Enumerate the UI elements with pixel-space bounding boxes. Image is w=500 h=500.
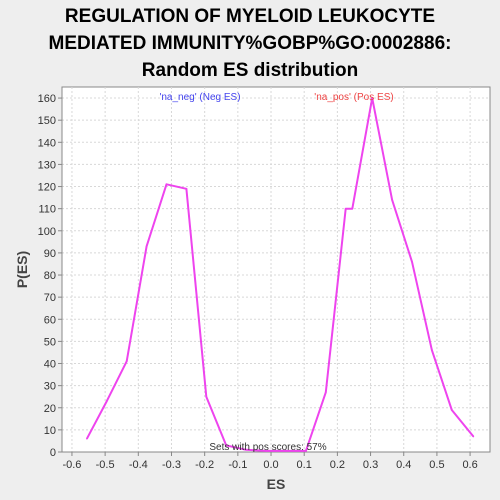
data-point xyxy=(265,450,267,452)
y-tick-label: 50 xyxy=(44,336,56,348)
x-tick-label: -0.2 xyxy=(195,459,214,471)
x-tick-label: 0.4 xyxy=(396,459,411,471)
y-tick-label: 60 xyxy=(44,314,56,326)
data-point xyxy=(165,183,168,186)
pos-es-label: 'na_pos' (Pos ES) xyxy=(314,92,393,103)
y-tick-label: 80 xyxy=(44,270,56,282)
data-point xyxy=(371,97,374,99)
y-tick-label: 160 xyxy=(38,93,56,105)
y-tick-label: 40 xyxy=(44,359,56,371)
x-tick-label: 0.3 xyxy=(363,459,378,471)
x-tick-label: 0.5 xyxy=(429,459,444,471)
title-line-1: REGULATION OF MYELOID LEUKOCYTE xyxy=(64,6,436,27)
x-tick-label: 0.2 xyxy=(330,459,345,471)
y-tick-label: 10 xyxy=(44,425,56,437)
x-tick-label: -0.6 xyxy=(62,459,81,471)
data-point xyxy=(105,400,108,402)
pos-scores-footer: Sets with pos scores: 57% xyxy=(209,442,326,453)
y-tick-label: 110 xyxy=(38,204,56,216)
title-line-2: MEDIATED IMMUNITY%GOBP%GO:0002886: xyxy=(48,33,452,54)
data-point xyxy=(86,437,88,440)
y-tick-label: 100 xyxy=(38,226,56,238)
plot-area xyxy=(61,86,491,453)
data-point xyxy=(431,349,433,352)
x-tick-label: -0.4 xyxy=(129,459,148,471)
neg-es-label: 'na_neg' (Neg ES) xyxy=(159,92,240,103)
x-tick-label: -0.5 xyxy=(96,459,115,471)
data-point xyxy=(145,245,148,248)
y-tick-label: 20 xyxy=(44,403,56,415)
y-tick-label: 130 xyxy=(38,159,56,171)
data-point xyxy=(245,448,247,451)
data-point xyxy=(411,260,413,263)
y-tick-label: 120 xyxy=(38,182,56,194)
data-point xyxy=(451,409,453,411)
data-point xyxy=(351,207,354,210)
data-point xyxy=(125,360,128,363)
x-tick-label: -0.1 xyxy=(228,459,247,471)
y-axis-label: P(ES) xyxy=(14,251,30,288)
data-point xyxy=(225,444,228,447)
title-line-3: Random ES distribution xyxy=(141,60,359,81)
data-point xyxy=(185,187,188,190)
data-point xyxy=(391,199,393,201)
y-tick-label: 0 xyxy=(50,447,56,459)
data-point xyxy=(344,207,347,210)
y-tick-label: 140 xyxy=(38,137,56,149)
x-tick-label: 0.1 xyxy=(297,459,312,471)
data-point xyxy=(205,395,208,398)
data-point xyxy=(324,391,327,394)
y-tick-label: 70 xyxy=(44,292,56,304)
x-tick-label: -0.3 xyxy=(162,459,181,471)
y-tick-label: 30 xyxy=(44,381,56,393)
y-tick-label: 90 xyxy=(44,248,56,260)
data-point xyxy=(305,450,307,452)
x-axis-label: ES xyxy=(267,476,286,492)
x-tick-label: 0.0 xyxy=(263,459,278,471)
data-point xyxy=(472,435,475,438)
y-tick-label: 150 xyxy=(38,115,56,127)
data-point xyxy=(285,450,287,452)
x-tick-label: 0.6 xyxy=(462,459,477,471)
chart-title: REGULATION OF MYELOID LEUKOCYTE MEDIATED… xyxy=(0,3,500,84)
